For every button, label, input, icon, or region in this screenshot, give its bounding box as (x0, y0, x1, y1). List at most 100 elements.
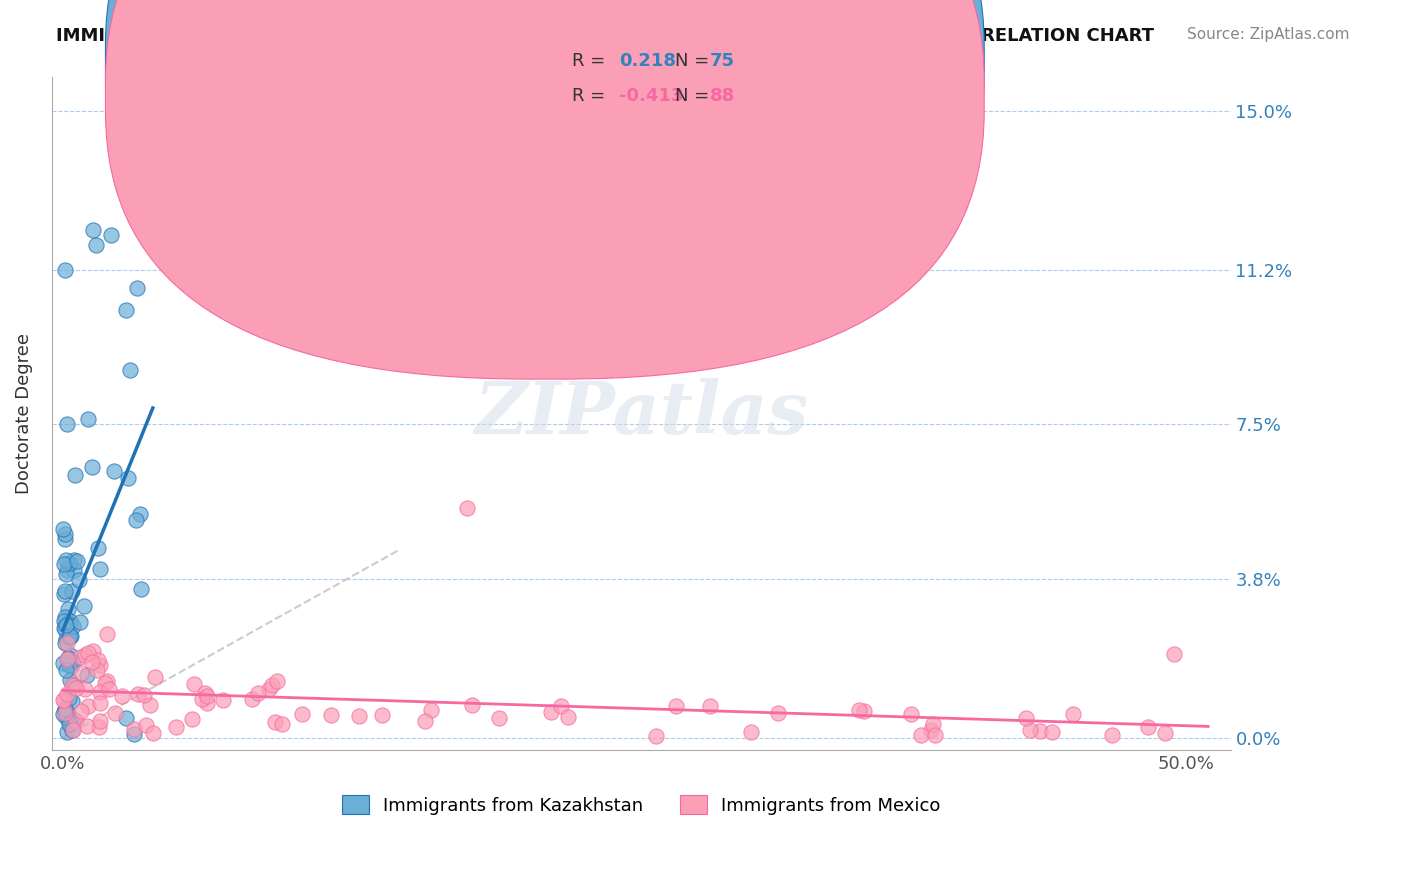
Point (58, 658, 80, 673)
Point (740, 725, 762, 739)
Point (127, 687, 149, 701)
Point (52, 587, 75, 601)
Point (56, 417, 79, 432)
Point (82, 644, 104, 658)
Point (60, 714, 83, 728)
Point (53, 636, 76, 650)
Point (89, 685, 111, 699)
Point (69, 704, 91, 718)
Point (699, 699, 721, 714)
Point (194, 686, 217, 700)
Point (124, 727, 146, 741)
Point (73, 599, 96, 613)
Point (371, 708, 394, 723)
Point (59, 659, 82, 673)
Point (129, 582, 152, 596)
Point (56, 636, 79, 650)
Point (55, 566, 77, 581)
Point (55, 710, 77, 724)
Point (96, 626, 118, 640)
Point (180, 712, 202, 726)
Point (89, 658, 111, 673)
Point (62, 553, 84, 567)
Point (89, 720, 111, 734)
Point (852, 704, 875, 718)
Point (644, 729, 666, 743)
Point (53, 703, 76, 717)
Point (111, 689, 134, 703)
Point (87, 541, 110, 555)
Point (266, 674, 288, 689)
Point (63, 713, 86, 727)
Point (1019, 723, 1042, 738)
Point (52, 707, 75, 722)
Point (420, 703, 443, 717)
Point (58, 630, 80, 644)
Point (52, 693, 75, 707)
Point (488, 711, 510, 725)
Point (55, 632, 77, 647)
Text: 0.218: 0.218 (619, 52, 676, 70)
Point (766, 706, 789, 720)
Point (56, 706, 79, 720)
Point (60, 584, 83, 599)
Point (103, 464, 125, 478)
Point (195, 690, 218, 704)
Point (53, 704, 76, 718)
Point (52, 656, 75, 670)
Point (59, 715, 82, 730)
Point (100, 227, 122, 242)
Point (53, 610, 76, 624)
Point (75, 648, 97, 662)
Point (62, 618, 84, 632)
Point (127, 281, 149, 295)
Point (93, 675, 115, 690)
Point (89, 562, 111, 576)
Text: R =: R = (572, 52, 617, 70)
Point (53, 584, 76, 599)
Point (82, 459, 104, 474)
Point (134, 688, 156, 702)
Point (125, 512, 148, 526)
Point (65, 681, 87, 695)
Point (67, 574, 90, 588)
Point (59, 673, 82, 688)
Point (63, 468, 86, 483)
Point (52, 522, 75, 536)
Point (84, 238, 107, 252)
Point (263, 714, 285, 729)
Point (291, 706, 314, 721)
Point (58, 690, 80, 705)
Point (118, 363, 141, 377)
Point (550, 699, 572, 714)
Point (53, 526, 76, 541)
Point (80, 655, 103, 669)
Point (262, 678, 284, 692)
Point (321, 707, 343, 722)
Point (1163, 647, 1185, 661)
Point (56, 652, 79, 666)
Legend: Immigrants from Kazakhstan, Immigrants from Mexico: Immigrants from Kazakhstan, Immigrants f… (335, 788, 948, 822)
Point (413, 714, 436, 728)
Point (76, 668, 98, 682)
Text: N =: N = (675, 52, 714, 70)
Point (56, 563, 79, 577)
Point (69, 615, 91, 629)
Point (56, 651, 79, 665)
Point (70, 666, 93, 681)
Point (165, 720, 187, 734)
Point (76, 719, 98, 733)
Point (240, 692, 263, 706)
Point (53, 262, 76, 277)
Point (1101, 728, 1123, 742)
Text: IMMIGRANTS FROM KAZAKHSTAN VS IMMIGRANTS FROM MEXICO DOCTORATE DEGREE CORRELATIO: IMMIGRANTS FROM KAZAKHSTAN VS IMMIGRANTS… (56, 27, 1154, 45)
Point (117, 471, 139, 485)
Text: 75: 75 (710, 52, 735, 70)
Point (55, 663, 77, 677)
Point (347, 709, 370, 723)
Point (848, 703, 870, 717)
Point (89, 714, 111, 729)
Point (1015, 711, 1038, 725)
Point (55, 553, 77, 567)
Point (77, 699, 100, 714)
